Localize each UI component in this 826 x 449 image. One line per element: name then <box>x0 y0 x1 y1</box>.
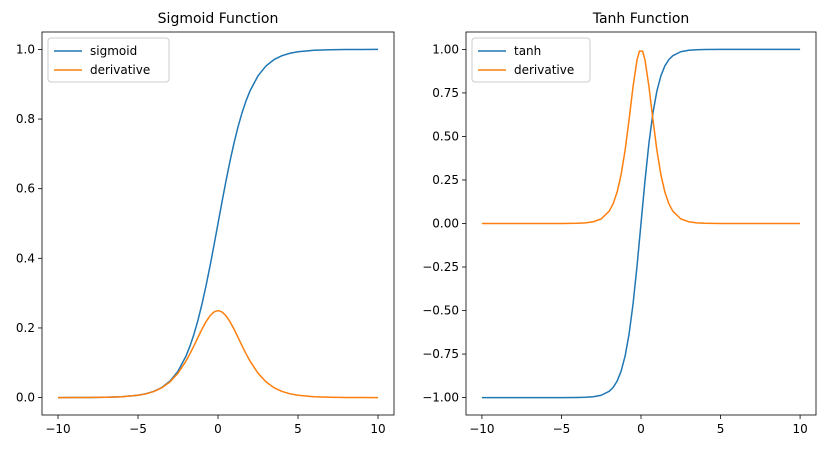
legend: tanh derivative <box>471 37 591 83</box>
series-line-tanh <box>481 48 801 399</box>
y-tick-label: 0.6 <box>16 182 35 196</box>
y-tick-label: 1.00 <box>432 42 459 56</box>
y-tick-label: 0.50 <box>432 129 459 143</box>
legend-label: derivative <box>514 63 574 77</box>
y-tick-label: 0.75 <box>432 86 459 100</box>
x-tick-label: 5 <box>294 422 302 436</box>
chart-panel-2: Tanh Function −10 −5 0 5 10 −1.00 −0.75 −0.50 −0.… <box>422 11 817 436</box>
series-line-derivative <box>481 50 801 225</box>
y-tick-label: 0.0 <box>16 391 35 405</box>
x-tick-label: −10 <box>45 422 70 436</box>
chart-title: Sigmoid Function <box>158 11 279 27</box>
y-tick-label: −0.25 <box>422 260 459 274</box>
x-tick-label: 5 <box>717 422 725 436</box>
legend-label: derivative <box>90 63 150 77</box>
x-tick-label: 0 <box>214 422 222 436</box>
x-tick-label: −10 <box>469 422 494 436</box>
y-tick-label: 0.25 <box>432 173 459 187</box>
x-tick-label: 10 <box>792 422 807 436</box>
y-tick-label: 0.2 <box>16 321 35 335</box>
y-tick-label: 0.00 <box>432 217 459 231</box>
legend-label: sigmoid <box>90 44 137 58</box>
y-tick-label: −0.50 <box>422 304 459 318</box>
y-tick-label: 0.4 <box>16 251 35 265</box>
legend: sigmoid derivative <box>47 37 170 83</box>
y-tick-label: 1.0 <box>16 42 35 56</box>
legend-box <box>471 37 591 83</box>
x-tick-label: −5 <box>553 422 571 436</box>
y-tick-label: 0.8 <box>16 112 35 126</box>
y-tick-label: −1.00 <box>422 391 459 405</box>
legend-box <box>47 37 170 83</box>
chart-title: Tanh Function <box>592 11 690 27</box>
chart-panel-1: Sigmoid Function −10 −5 0 5 10 0.0 0.2 0.4 0.6 0.8… <box>16 11 395 436</box>
x-tick-label: −5 <box>129 422 147 436</box>
series-line-derivative <box>57 309 379 399</box>
x-tick-label: 10 <box>370 422 385 436</box>
series-line-sigmoid <box>57 48 379 399</box>
y-tick-label: −0.75 <box>422 347 459 361</box>
legend-label: tanh <box>514 44 541 58</box>
x-tick-label: 0 <box>637 422 645 436</box>
